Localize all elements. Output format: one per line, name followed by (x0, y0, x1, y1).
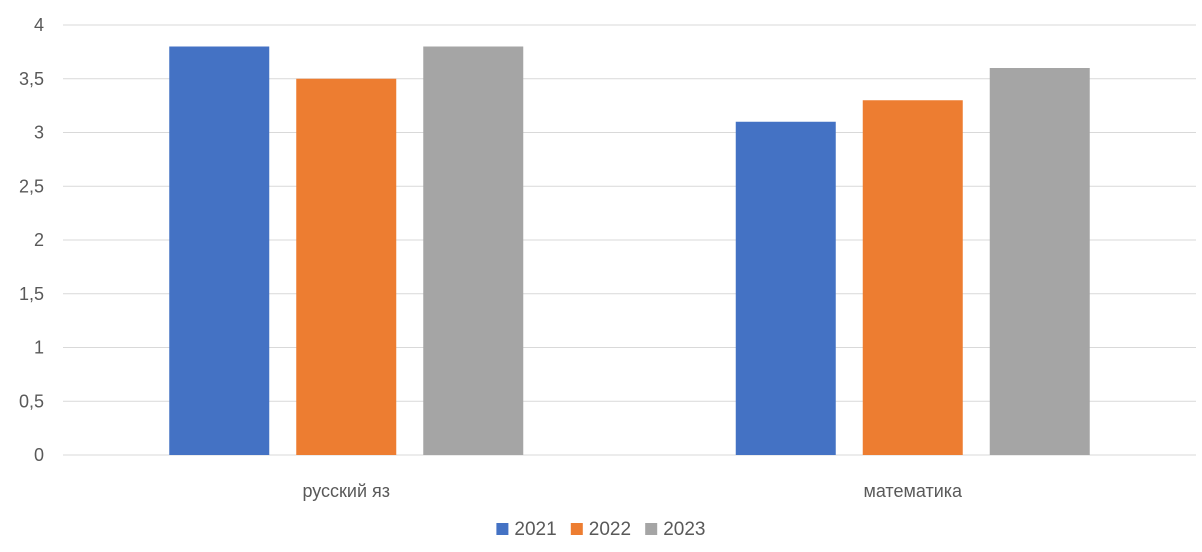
bars (169, 46, 1090, 455)
y-tick-label: 3,5 (19, 69, 44, 89)
bar-2023-1 (989, 68, 1090, 455)
bar-2023-0 (423, 46, 524, 455)
y-tick-label: 1,5 (19, 284, 44, 304)
legend-label: 2023 (663, 519, 705, 540)
y-tick-label: 3 (34, 123, 44, 143)
legend-label: 2022 (589, 519, 631, 540)
legend: 2021 2022 2023 (496, 519, 705, 540)
bar-2022-1 (862, 100, 963, 455)
bar-2021-0 (169, 46, 270, 455)
legend-swatch-2023 (645, 523, 658, 535)
legend-swatch-2022 (570, 523, 583, 535)
y-tick-label: 1 (34, 338, 44, 358)
y-axis-tick-labels: 0 0,5 1 1,5 2 2,5 3 3,5 4 (19, 15, 44, 465)
category-label: русский яз (302, 481, 390, 501)
y-tick-label: 4 (34, 15, 44, 35)
y-tick-label: 0,5 (19, 391, 44, 411)
bar-2022-0 (296, 78, 397, 455)
bar-2021-1 (735, 121, 836, 455)
y-tick-label: 2,5 (19, 176, 44, 196)
x-axis-category-labels: русский яз математика (302, 481, 963, 501)
y-tick-label: 0 (34, 445, 44, 465)
legend-label: 2021 (514, 519, 556, 540)
category-label: математика (863, 481, 963, 501)
legend-swatch-2021 (496, 523, 509, 535)
y-tick-label: 2 (34, 230, 44, 250)
